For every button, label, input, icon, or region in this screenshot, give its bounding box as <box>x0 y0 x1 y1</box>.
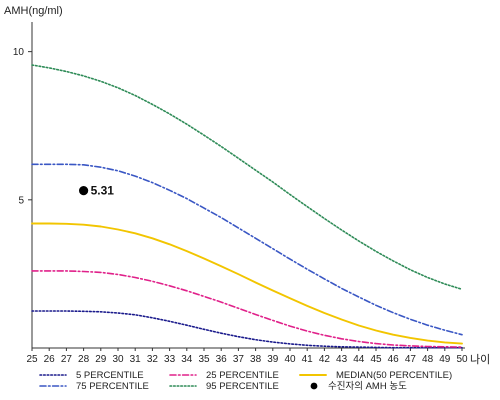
series-line-95-percentile <box>31 64 463 291</box>
series-line-25-percentile <box>31 270 463 348</box>
x-tick-label: 50 <box>456 354 468 365</box>
legend-label-95-percentile: 95 PERCENTILE <box>206 381 279 392</box>
y-tick-label: 5 <box>18 195 24 206</box>
x-tick-label: 33 <box>164 354 176 365</box>
x-tick-label: 29 <box>95 354 107 365</box>
x-tick-label: 40 <box>284 354 296 365</box>
legend-swatch-patient-amh <box>310 382 318 390</box>
x-axis-title: 나이 <box>470 353 490 366</box>
x-tick-label: 25 <box>26 354 38 365</box>
x-tick-label: 46 <box>388 354 400 365</box>
patient-amh-value-label: 5.31 <box>91 184 115 198</box>
x-tick-label: 39 <box>267 354 279 365</box>
x-tick-label: 43 <box>336 354 348 365</box>
x-tick-label: 37 <box>233 354 245 365</box>
plot-area: 5 10 25 26 27 28 29 30 31 32 33 34 35 36 37 38 39 40 41 42 4… <box>13 22 468 365</box>
x-tick-label: 48 <box>422 354 434 365</box>
x-tick-label: 41 <box>302 354 314 365</box>
x-tick-label: 49 <box>439 354 451 365</box>
y-tick-label: 10 <box>13 47 25 58</box>
legend-label-patient-amh: 수진자의 AMH 농도 <box>328 381 407 392</box>
x-tick-label: 36 <box>216 354 228 365</box>
x-tick-label: 38 <box>250 354 262 365</box>
series-line-median-50-percentile <box>31 222 463 345</box>
legend-label-75-percentile: 75 PERCENTILE <box>76 381 149 392</box>
x-tick-label: 27 <box>61 354 73 365</box>
series-line-5-percentile <box>31 310 463 349</box>
legend-label-5-percentile: 5 PERCENTILE <box>76 370 144 381</box>
x-tick-label: 26 <box>44 354 56 365</box>
x-tick-label: 32 <box>147 354 159 365</box>
x-tick-label: 47 <box>405 354 417 365</box>
x-tick-label: 28 <box>78 354 90 365</box>
y-axis-title: AMH(ng/ml) <box>4 5 63 17</box>
x-tick-label: 44 <box>353 354 365 365</box>
patient-marker-layer: 5.31 <box>79 184 114 198</box>
x-tick-label: 45 <box>370 354 382 365</box>
x-tick-label: 35 <box>198 354 210 365</box>
x-tick-label: 30 <box>112 354 124 365</box>
x-tick-label: 34 <box>181 354 193 365</box>
patient-amh-point <box>79 186 89 196</box>
x-tick-label: 42 <box>319 354 331 365</box>
percentile-curves <box>31 64 463 349</box>
legend-label-median-50-percentile: MEDIAN(50 PERCENTILE) <box>336 370 452 381</box>
x-tick-label: 31 <box>130 354 142 365</box>
legend-label-25-percentile: 25 PERCENTILE <box>206 370 279 381</box>
series-line-75-percentile <box>31 163 463 336</box>
